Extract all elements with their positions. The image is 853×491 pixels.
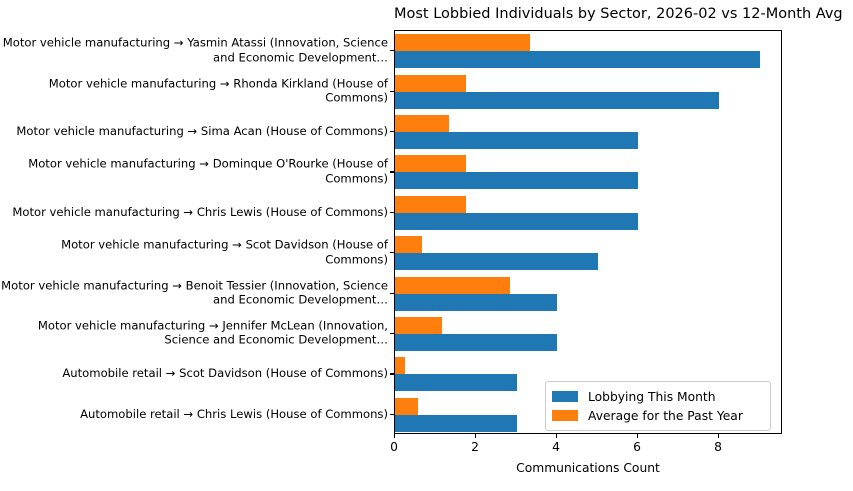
y-tick-label: Motor vehicle manufacturing → Dominque O… [28, 156, 388, 186]
y-tick-label: Motor vehicle manufacturing → Sima Acan … [16, 123, 388, 138]
y-tick-label: Motor vehicle manufacturing → Jennifer M… [37, 318, 388, 347]
x-tick-mark [556, 434, 558, 438]
bar-average-past-year [395, 317, 443, 334]
bar-lobbying-this-month [395, 293, 557, 311]
bar-lobbying-this-month [395, 414, 517, 432]
bar-lobbying-this-month [395, 334, 557, 351]
y-tick-mark [390, 252, 394, 254]
bar-lobbying-this-month [395, 253, 598, 271]
bar-lobbying-this-month [395, 51, 760, 69]
bar-average-past-year [395, 236, 423, 254]
x-tick-mark [718, 434, 720, 438]
bar-lobbying-this-month [395, 374, 517, 392]
plot-area [394, 30, 782, 434]
y-tick-label: Motor vehicle manufacturing → Yasmin Ata… [2, 35, 388, 65]
bar-lobbying-this-month [395, 212, 638, 230]
legend-label: Average for the Past Year [588, 408, 743, 423]
chart-title: Most Lobbied Individuals by Sector, 2026… [394, 6, 843, 22]
bar-average-past-year [395, 115, 449, 132]
x-tick-mark [475, 434, 477, 438]
y-tick-mark [390, 90, 394, 92]
bar-average-past-year [395, 34, 530, 52]
x-tick-label: 6 [633, 440, 641, 454]
y-tick-mark [390, 292, 394, 294]
x-tick-label: 4 [552, 440, 560, 454]
legend-item[interactable]: Average for the Past Year [552, 406, 764, 425]
y-tick-label: Motor vehicle manufacturing → Chris Lewi… [12, 204, 388, 219]
y-tick-label: Motor vehicle manufacturing → Rhonda Kir… [48, 76, 388, 105]
legend-swatch-lobbying-this-month [552, 391, 578, 402]
bar-lobbying-this-month [395, 172, 638, 190]
x-tick-label: 0 [390, 440, 398, 454]
x-tick-mark [394, 434, 396, 438]
bar-average-past-year [395, 397, 419, 415]
chart-legend: Lobbying This Month Average for the Past… [545, 381, 771, 431]
y-tick-label: Motor vehicle manufacturing → Scot David… [61, 237, 388, 267]
x-tick-label: 2 [471, 440, 479, 454]
y-tick-label: Automobile retail → Chris Lewis (House o… [80, 406, 388, 421]
y-tick-label: Automobile retail → Scot Davidson (House… [62, 366, 388, 381]
y-tick-mark [390, 50, 394, 52]
x-tick-mark [637, 434, 639, 438]
bars-layer [395, 31, 781, 433]
bar-average-past-year [395, 74, 466, 92]
y-tick-mark [390, 131, 394, 133]
legend-swatch-average-past-year [552, 410, 578, 421]
bar-average-past-year [395, 195, 466, 213]
y-tick-mark [390, 413, 394, 416]
bar-lobbying-this-month [395, 91, 719, 109]
legend-label: Lobbying This Month [588, 389, 716, 404]
x-tick-label: 8 [714, 440, 722, 454]
bar-lobbying-this-month [395, 132, 638, 149]
bar-average-past-year [395, 155, 466, 173]
y-tick-mark [390, 373, 394, 375]
y-tick-label: Motor vehicle manufacturing → Benoit Tes… [1, 278, 388, 307]
bar-average-past-year [395, 357, 406, 375]
y-tick-mark [390, 211, 394, 214]
y-tick-mark [390, 171, 394, 173]
legend-item[interactable]: Lobbying This Month [552, 387, 764, 406]
x-axis-label: Communications Count [516, 461, 660, 475]
bar-average-past-year [395, 276, 510, 294]
y-tick-mark [390, 333, 394, 335]
